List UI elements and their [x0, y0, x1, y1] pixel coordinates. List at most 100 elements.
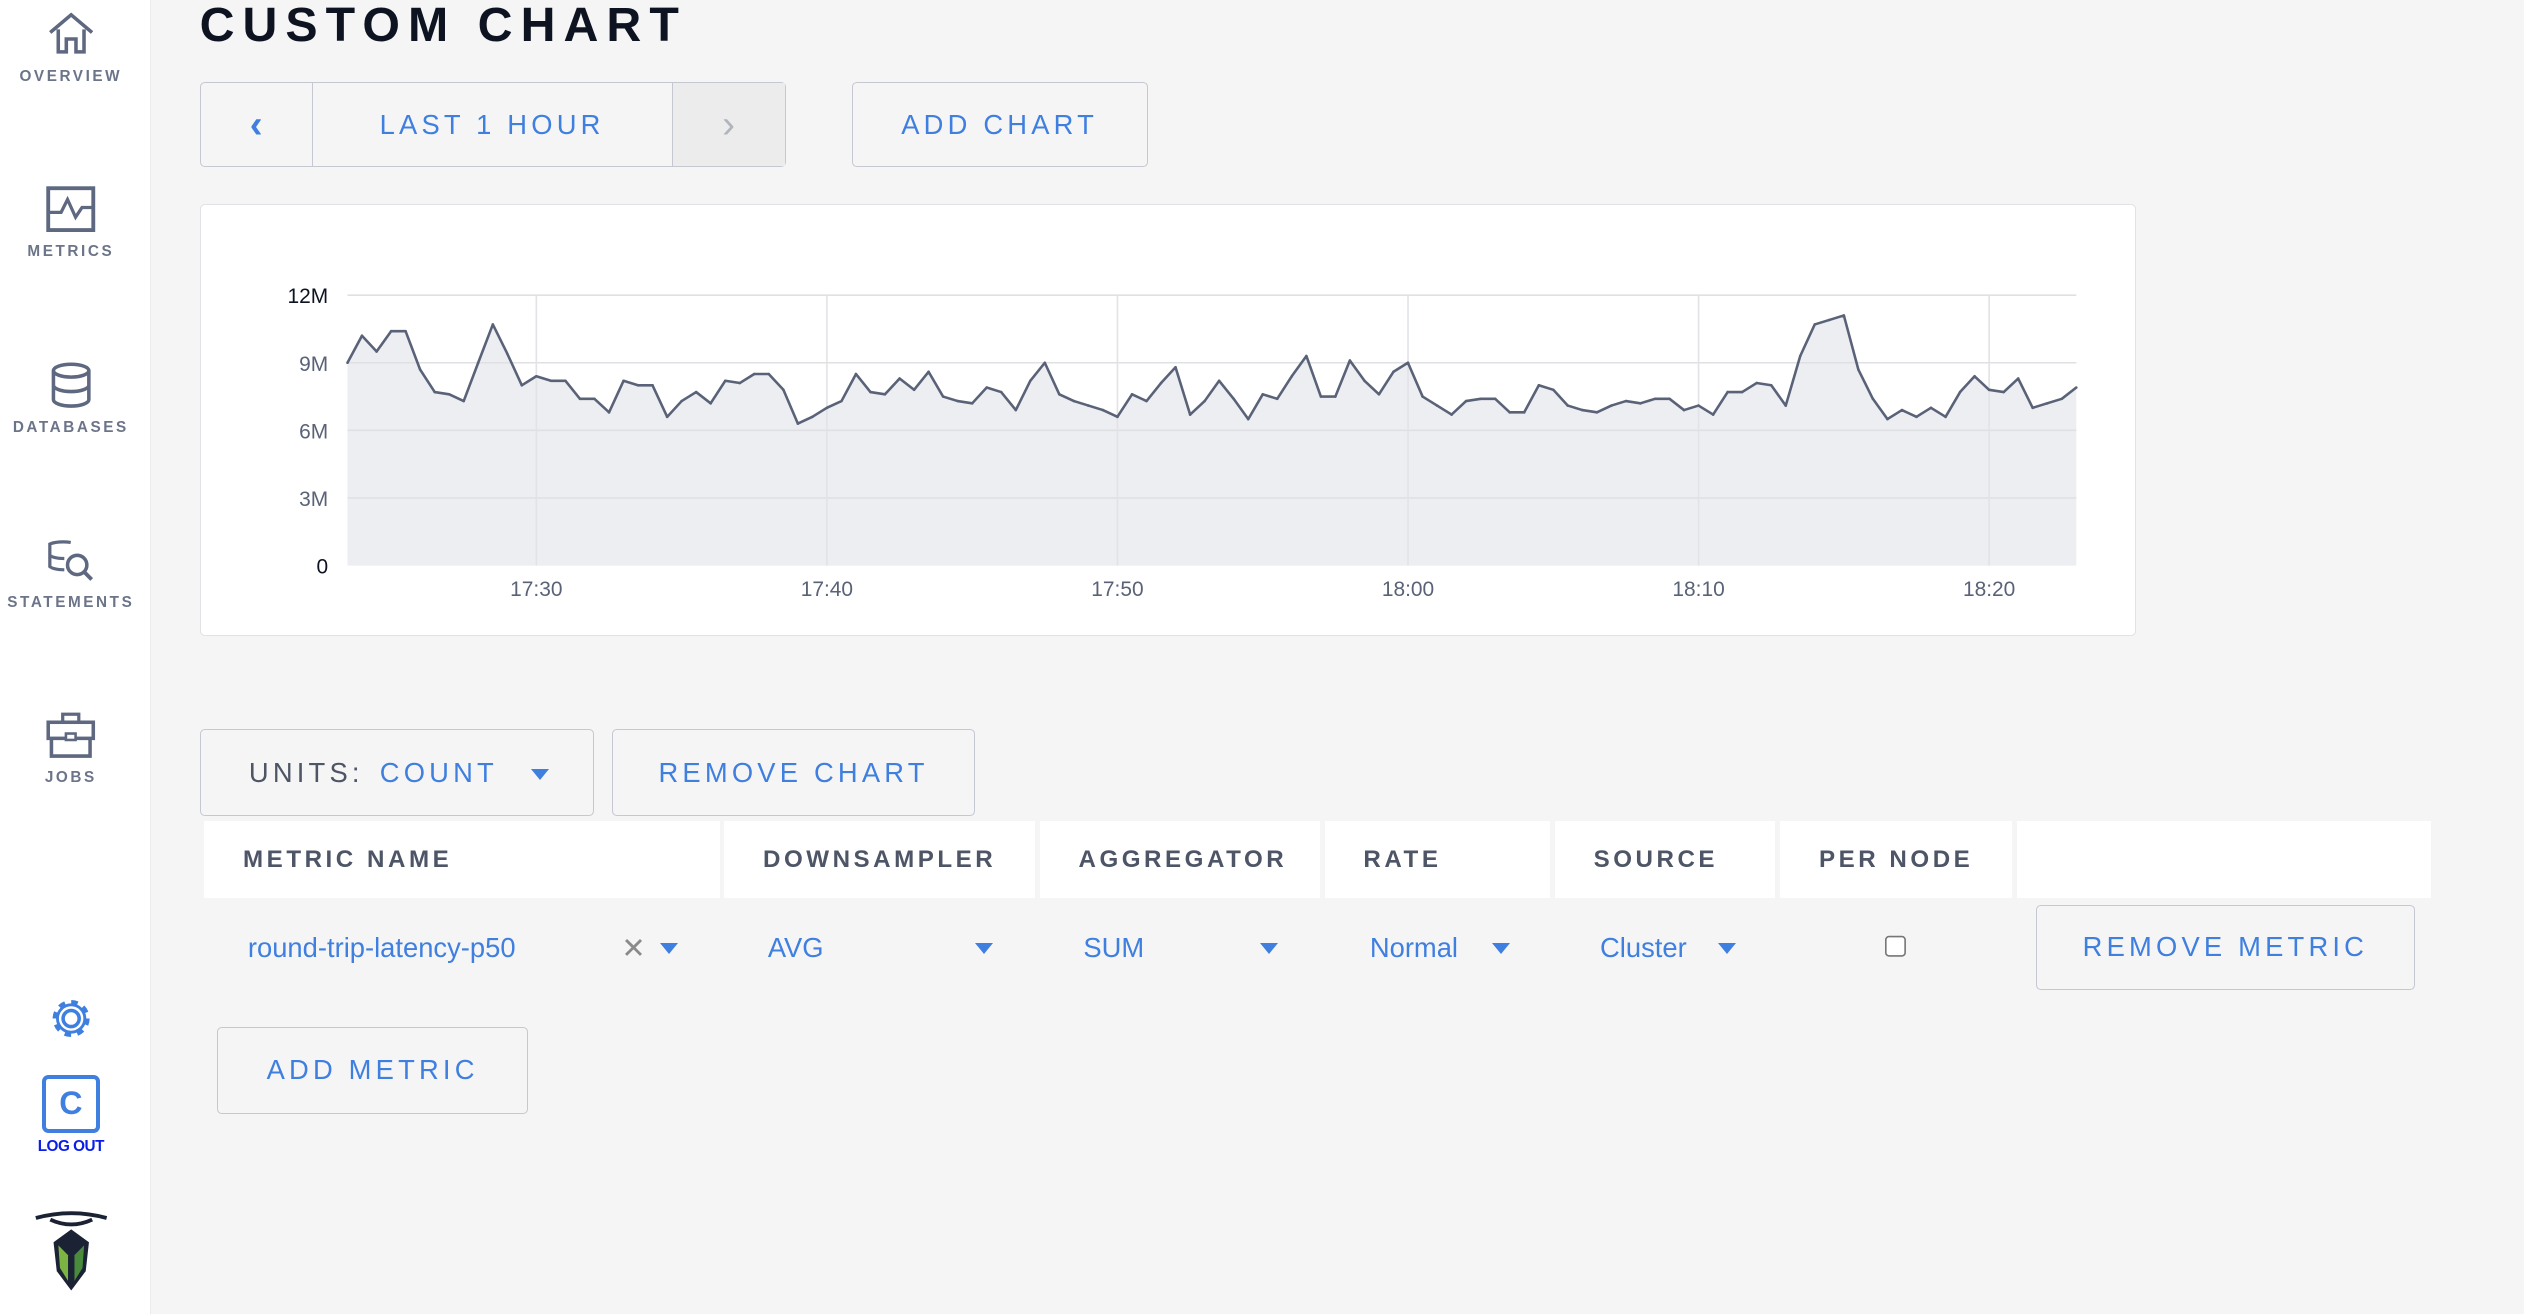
data-point: [1914, 415, 1918, 419]
data-point: [534, 375, 538, 378]
remove-metric-button[interactable]: REMOVE METRIC: [2036, 904, 2415, 990]
source-select[interactable]: Cluster: [1600, 926, 1745, 971]
data-point: [1014, 409, 1017, 412]
data-point: [592, 397, 596, 401]
sidebar-item-label: STATEMENTS: [7, 593, 135, 611]
data-point: [708, 402, 712, 406]
data-point: [1653, 397, 1656, 401]
data-point: [2031, 406, 2034, 410]
area-fill: [347, 315, 2076, 566]
data-point: [868, 391, 872, 394]
add-chart-button[interactable]: ADD CHART: [851, 82, 1148, 168]
data-point: [1275, 397, 1279, 401]
data-point: [621, 379, 625, 383]
metric-name-select[interactable]: round-trip-latency-p50 ✕: [248, 926, 699, 971]
data-point: [1885, 418, 1889, 421]
data-point: [723, 379, 727, 383]
aggregator-select[interactable]: SUM: [1083, 926, 1292, 971]
data-point: [781, 388, 785, 392]
data-point: [607, 411, 610, 415]
time-prev-button[interactable]: ‹: [201, 83, 313, 167]
data-point: [549, 379, 552, 383]
rate-select[interactable]: Normal: [1370, 926, 1523, 971]
data-point: [1057, 393, 1061, 397]
per-node-checkbox[interactable]: [1884, 935, 1908, 958]
data-point: [1900, 409, 1903, 412]
data-point: [418, 368, 422, 372]
units-dropdown[interactable]: UNITS: COUNT: [199, 729, 594, 817]
chevron-down-icon: [975, 943, 994, 955]
data-point: [1725, 391, 1729, 394]
sidebar-item-metrics[interactable]: METRICS: [0, 185, 142, 261]
sidebar-item-statements[interactable]: STATEMENTS: [0, 536, 142, 612]
data-point: [636, 384, 639, 387]
page-title: CUSTOM CHART: [199, 0, 687, 52]
chevron-down-icon: [659, 943, 678, 955]
data-point: [1856, 368, 1860, 372]
data-point: [389, 330, 392, 333]
data-point: [1435, 404, 1438, 408]
data-point: [665, 415, 668, 419]
add-metric-button[interactable]: ADD METRIC: [217, 1026, 528, 1114]
sidebar-item-label: METRICS: [27, 243, 115, 261]
clear-icon[interactable]: ✕: [621, 932, 646, 965]
data-point: [360, 334, 363, 338]
data-point: [1043, 361, 1046, 365]
data-point: [1202, 400, 1206, 403]
data-point: [1624, 400, 1627, 403]
data-point: [1188, 413, 1191, 417]
data-point: [1754, 382, 1758, 385]
data-point: [491, 323, 494, 327]
data-point: [1537, 384, 1540, 387]
x-tick-label: 18:20: [1963, 579, 2015, 602]
metric-name-value: round-trip-latency-p50: [247, 932, 516, 964]
user-avatar: C: [41, 1075, 100, 1134]
column-header-per-node: PER NODE: [1780, 820, 2013, 899]
data-point: [447, 393, 451, 397]
line-chart: 0 3M 6M 9M 12M 17:30 17:40 17:50 18:00 18:10 18:20: [287, 286, 2078, 602]
data-point: [1377, 393, 1380, 397]
data-point: [1609, 404, 1613, 408]
data-point: [403, 330, 407, 333]
column-header-aggregator: AGGREGATOR: [1039, 820, 1320, 899]
column-header-downsampler: DOWNSAMPLER: [724, 820, 1036, 899]
data-point: [1231, 397, 1235, 401]
data-point: [1842, 314, 1845, 318]
statements-icon: [48, 540, 94, 581]
data-point: [796, 422, 799, 426]
data-point: [1319, 395, 1322, 399]
data-point: [476, 361, 480, 365]
sidebar-item-label: DATABASES: [12, 418, 129, 436]
data-point: [1086, 404, 1090, 408]
series-line: [345, 314, 2077, 426]
sidebar-item-databases[interactable]: DATABASES: [0, 361, 142, 437]
column-header-source: SOURCE: [1554, 820, 1776, 899]
data-point: [2060, 397, 2063, 401]
data-point: [985, 386, 988, 390]
data-point: [1522, 411, 1526, 415]
chevron-down-icon: [530, 768, 549, 780]
x-tick-label: 17:30: [510, 579, 562, 602]
time-range-label[interactable]: LAST 1 HOUR: [313, 83, 673, 167]
data-point: [1769, 384, 1773, 387]
data-point: [578, 397, 581, 401]
downsampler-select[interactable]: AVG: [768, 926, 1001, 971]
jobs-icon: [46, 713, 96, 759]
time-next-button[interactable]: ›: [672, 83, 785, 167]
data-point: [1420, 395, 1424, 399]
data-point: [1391, 370, 1395, 374]
sidebar-item-overview[interactable]: OVERVIEW: [0, 10, 142, 86]
sidebar-item-jobs[interactable]: JOBS: [0, 711, 142, 787]
settings-button[interactable]: [0, 996, 142, 1041]
data-point: [345, 361, 349, 365]
logout-button[interactable]: C LOG OUT: [0, 1075, 142, 1156]
chevron-down-icon: [1717, 943, 1736, 955]
data-point: [1449, 413, 1453, 417]
data-point: [1406, 361, 1409, 365]
data-point: [2074, 386, 2078, 390]
data-point: [694, 391, 698, 394]
column-header-actions: [2016, 820, 2431, 899]
data-point: [810, 415, 814, 419]
remove-chart-button[interactable]: REMOVE CHART: [611, 729, 976, 817]
